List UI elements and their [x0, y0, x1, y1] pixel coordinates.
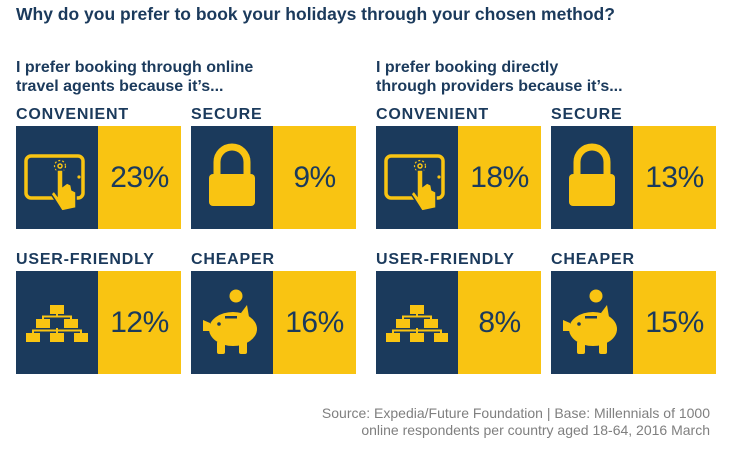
- percent-value: 15%: [645, 306, 704, 339]
- group-heading-line: I prefer booking through online: [16, 59, 254, 76]
- value-panel: 16%: [273, 271, 356, 374]
- percent-value: 16%: [285, 306, 344, 339]
- percent-value: 18%: [470, 161, 529, 194]
- stat-tile-cheaper: 16%: [191, 271, 356, 374]
- value-panel: 23%: [98, 126, 181, 229]
- stat-tile-user-friendly: 8%: [376, 271, 541, 374]
- category-label-user-friendly: USER-FRIENDLY: [376, 251, 515, 268]
- piggy-bank-icon: [191, 271, 273, 374]
- group-heading-line: I prefer booking directly: [376, 59, 559, 76]
- source-note: Source: Expedia/Future Foundation | Base…: [322, 405, 710, 439]
- sitemap-icon: [376, 271, 458, 374]
- percent-value: 13%: [645, 161, 704, 194]
- value-panel: 12%: [98, 271, 181, 374]
- value-panel: 13%: [633, 126, 716, 229]
- sitemap-icon: [16, 271, 98, 374]
- value-panel: 8%: [458, 271, 541, 374]
- value-panel: 9%: [273, 126, 356, 229]
- group-heading-online-agents: I prefer booking through online travel a…: [16, 58, 253, 96]
- tablet-touch-icon: [16, 126, 98, 229]
- piggy-bank-icon: [551, 271, 633, 374]
- stat-tile-convenient: 23%: [16, 126, 181, 229]
- value-panel: 18%: [458, 126, 541, 229]
- category-label-user-friendly: USER-FRIENDLY: [16, 251, 155, 268]
- stat-tile-secure: 13%: [551, 126, 716, 229]
- source-line: Source: Expedia/Future Foundation | Base…: [321, 405, 710, 421]
- category-label-cheaper: CHEAPER: [191, 251, 275, 268]
- percent-value: 23%: [110, 161, 169, 194]
- category-label-convenient: CONVENIENT: [376, 106, 489, 123]
- percent-value: 9%: [293, 161, 336, 194]
- chart-title: Why do you prefer to book your holidays …: [16, 4, 615, 24]
- group-heading-line: through providers because it’s...: [376, 78, 623, 95]
- category-label-secure: SECURE: [551, 106, 623, 123]
- percent-value: 12%: [110, 306, 169, 339]
- category-label-secure: SECURE: [191, 106, 263, 123]
- group-heading-line: travel agents because it’s...: [16, 78, 224, 95]
- value-panel: 15%: [633, 271, 716, 374]
- stat-tile-cheaper: 15%: [551, 271, 716, 374]
- source-line: online respondents per country aged 18-6…: [361, 422, 710, 438]
- group-heading-direct-providers: I prefer booking directly through provid…: [376, 58, 623, 96]
- percent-value: 8%: [478, 306, 521, 339]
- stat-tile-secure: 9%: [191, 126, 356, 229]
- stat-tile-user-friendly: 12%: [16, 271, 181, 374]
- padlock-icon: [191, 126, 273, 229]
- tablet-touch-icon: [376, 126, 458, 229]
- category-label-cheaper: CHEAPER: [551, 251, 635, 268]
- category-label-convenient: CONVENIENT: [16, 106, 129, 123]
- padlock-icon: [551, 126, 633, 229]
- stat-tile-convenient: 18%: [376, 126, 541, 229]
